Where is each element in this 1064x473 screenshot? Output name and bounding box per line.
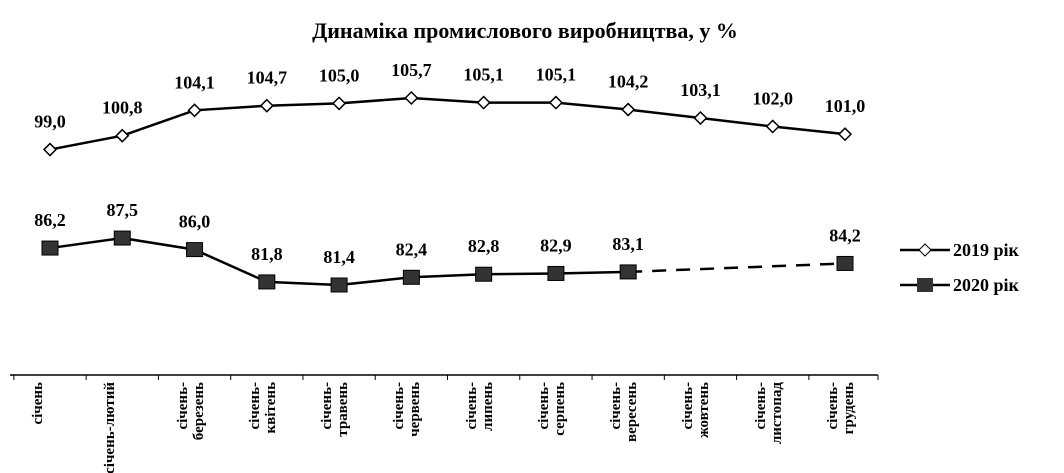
data-label: 99,0 [34, 112, 66, 132]
x-tick-label: січень-червень [391, 382, 424, 437]
x-tick-label: січень-травень [319, 382, 352, 437]
marker [619, 264, 637, 280]
marker [548, 95, 563, 110]
data-label: 103,1 [680, 80, 721, 100]
marker [115, 128, 130, 143]
x-tick-label: січень-вересень [608, 382, 641, 443]
x-tick-label: січень-листопад [752, 382, 785, 445]
marker [837, 127, 853, 142]
data-label: 82,9 [540, 235, 572, 255]
legend-marker [918, 243, 932, 257]
marker [547, 265, 565, 281]
data-label: 105,7 [391, 60, 432, 80]
marker [621, 102, 636, 117]
data-label: 104,1 [174, 72, 215, 92]
data-label: 84,2 [829, 225, 861, 245]
x-tick-label: січень-квітень [246, 382, 279, 434]
marker [402, 269, 420, 285]
data-label: 104,7 [247, 68, 288, 88]
data-label: 105,0 [319, 65, 360, 85]
marker [258, 274, 276, 290]
data-label: 86,2 [34, 210, 66, 230]
x-tick-label: січень-жовтень [680, 382, 713, 438]
x-tick-label: січень-грудень [825, 382, 857, 435]
data-label: 102,0 [752, 88, 793, 108]
data-label: 100,8 [102, 98, 143, 118]
data-label: 81,8 [251, 244, 283, 264]
data-label: 101,0 [825, 96, 866, 116]
series-gap-line [628, 262, 846, 274]
data-label: 105,1 [463, 65, 504, 85]
x-tick-label: січень-березень [174, 382, 207, 441]
data-label: 86,0 [179, 212, 211, 232]
data-label: 82,8 [468, 236, 500, 256]
marker [475, 266, 493, 282]
marker [186, 242, 204, 258]
marker [187, 103, 202, 118]
series-line [49, 96, 846, 151]
data-label: 82,4 [396, 239, 428, 259]
marker [693, 110, 708, 126]
marker [404, 90, 419, 106]
x-tick-label: січень-липень [463, 382, 496, 431]
x-tick-label: січень-серпень [535, 382, 568, 436]
legend-marker [917, 278, 933, 292]
data-label: 104,2 [608, 72, 649, 92]
marker [42, 142, 58, 157]
marker [259, 98, 274, 113]
data-label: 81,4 [323, 247, 355, 267]
marker [330, 277, 348, 293]
marker [332, 96, 347, 111]
x-tick-label: січень-лютий [102, 382, 119, 473]
marker [836, 255, 854, 271]
marker [765, 119, 780, 134]
marker [41, 240, 59, 256]
data-label: 87,5 [107, 200, 139, 220]
marker [113, 230, 131, 246]
data-label: 83,1 [612, 234, 644, 254]
marker [476, 95, 491, 110]
legend-label: 2020 рік [953, 275, 1020, 295]
data-label: 105,1 [536, 65, 577, 85]
legend-label: 2019 рік [953, 240, 1020, 260]
x-tick-label: січень [30, 382, 46, 425]
chart-title: Динаміка промислового виробництва, у % [312, 18, 738, 43]
